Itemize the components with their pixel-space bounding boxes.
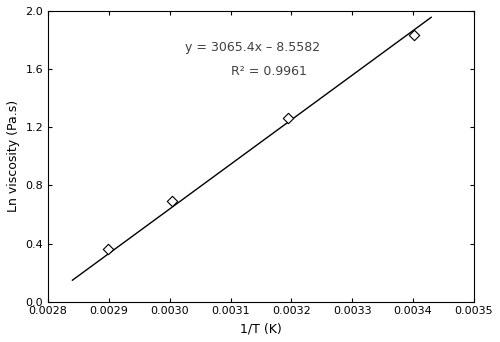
X-axis label: 1/T (K): 1/T (K) [240,322,282,335]
Y-axis label: Ln viscosity (Pa.s): Ln viscosity (Pa.s) [7,100,20,212]
Point [168,198,175,203]
Point [104,246,112,252]
Text: y = 3065.4x – 8.5582: y = 3065.4x – 8.5582 [185,41,320,54]
Point [284,115,292,120]
Point [410,32,418,38]
Text: R² = 0.9961: R² = 0.9961 [230,65,306,79]
